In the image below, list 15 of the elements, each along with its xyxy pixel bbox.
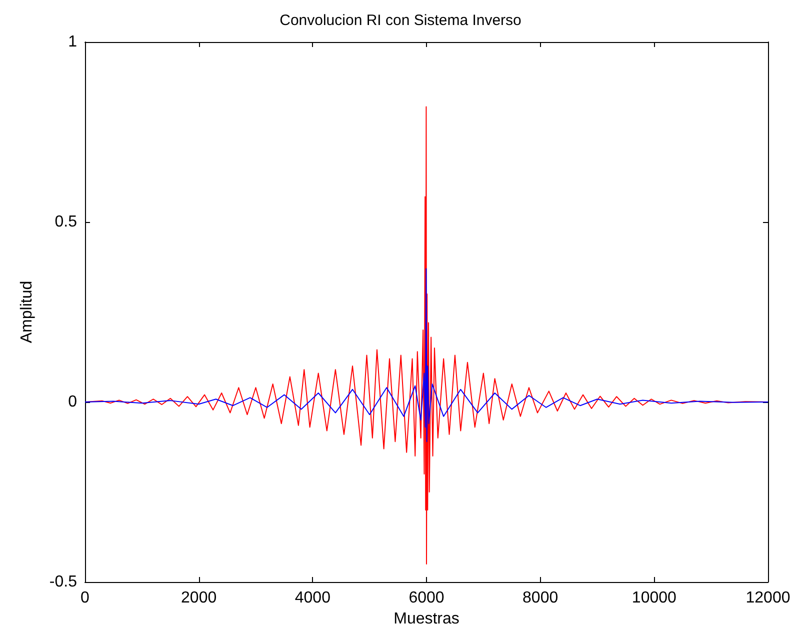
y-tick-label: 0 [68, 394, 78, 410]
x-tick-label: 6000 [408, 590, 444, 606]
x-tick-label: 4000 [294, 590, 331, 606]
x-tick-label: 12000 [746, 590, 790, 606]
x-tick-label: 10000 [632, 590, 677, 606]
y-axis-title: Amplitud [18, 280, 36, 344]
line-series [84, 268, 768, 442]
y-tick-label: -0.5 [49, 574, 78, 590]
x-tick-label: 2000 [181, 590, 217, 606]
y-tick-label: 0.5 [54, 214, 78, 230]
x-tick-label: 0 [80, 590, 90, 606]
x-tick-label: 8000 [522, 590, 558, 606]
chart-title: Convolucion RI con Sistema Inverso [280, 12, 522, 29]
y-tick-label: 1 [68, 34, 78, 50]
x-axis-title: Muestras [394, 610, 460, 628]
